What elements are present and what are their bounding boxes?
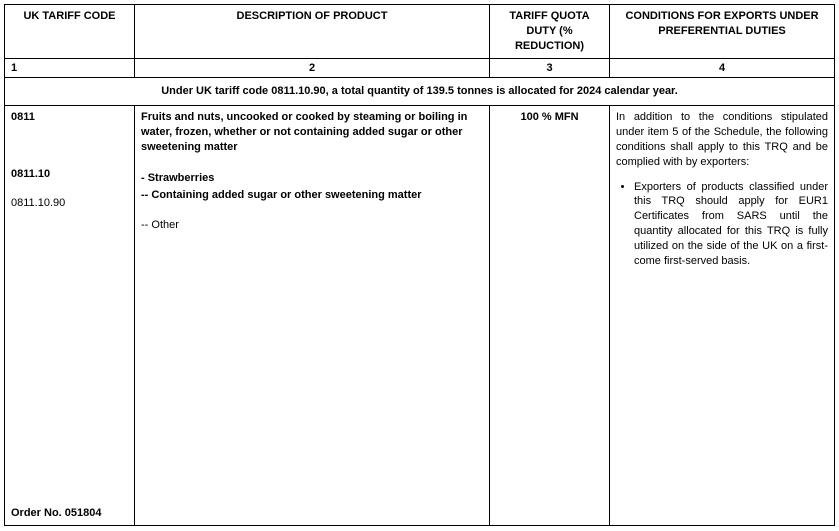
desc-sugar: -- Containing added sugar or other sweet… (141, 188, 483, 203)
col-num-1: 1 (5, 58, 135, 78)
header-tariff-code: UK TARIFF CODE (5, 5, 135, 59)
tariff-table: UK TARIFF CODE DESCRIPTION OF PRODUCT TA… (4, 4, 835, 526)
main-data-row: 0811 0811.10 0811.10.90 Order No. 051804… (5, 106, 835, 526)
column-number-row: 1 2 3 4 (5, 58, 835, 78)
duty-cell: 100 % MFN (490, 106, 610, 526)
description-cell: Fruits and nuts, uncooked or cooked by s… (135, 106, 490, 526)
conditions-intro: In addition to the conditions stipulated… (616, 110, 828, 169)
desc-other: -- Other (141, 218, 483, 233)
header-conditions: CONDITIONS FOR EXPORTS UNDER PREFERENTIA… (610, 5, 835, 59)
conditions-list: Exporters of products classified under t… (634, 180, 828, 269)
conditions-cell: In addition to the conditions stipulated… (610, 106, 835, 526)
allocation-row: Under UK tariff code 0811.10.90, a total… (5, 78, 835, 106)
code-0811-10: 0811.10 (11, 167, 128, 182)
col-num-2: 2 (135, 58, 490, 78)
code-0811: 0811 (11, 110, 128, 125)
col-num-4: 4 (610, 58, 835, 78)
order-number: Order No. 051804 (11, 506, 102, 521)
header-description: DESCRIPTION OF PRODUCT (135, 5, 490, 59)
desc-fruits-nuts: Fruits and nuts, uncooked or cooked by s… (141, 110, 483, 155)
code-0811-10-90: 0811.10.90 (11, 196, 128, 211)
conditions-bullet-1: Exporters of products classified under t… (634, 180, 828, 269)
header-row: UK TARIFF CODE DESCRIPTION OF PRODUCT TA… (5, 5, 835, 59)
desc-strawberries: - Strawberries (141, 171, 483, 186)
tariff-code-cell: 0811 0811.10 0811.10.90 Order No. 051804 (5, 106, 135, 526)
header-duty: TARIFF QUOTA DUTY (% REDUCTION) (490, 5, 610, 59)
allocation-note: Under UK tariff code 0811.10.90, a total… (5, 78, 835, 106)
col-num-3: 3 (490, 58, 610, 78)
